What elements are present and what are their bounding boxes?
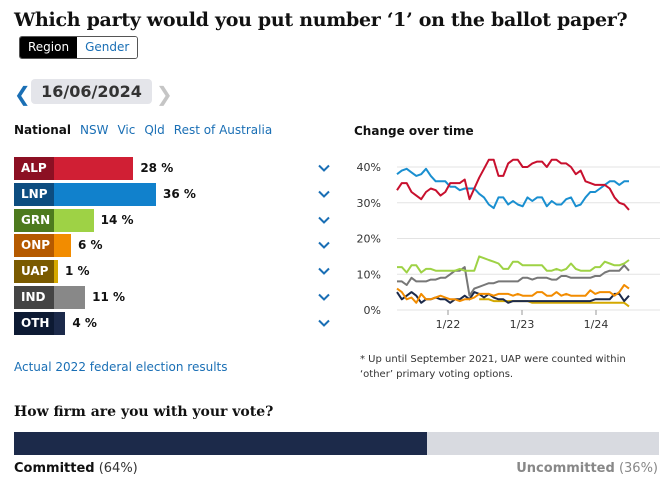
party-bar: [54, 208, 94, 232]
party-value: 11 %: [92, 290, 126, 304]
party-code: GRN: [14, 208, 54, 232]
x-tick-label: 1/22: [436, 318, 461, 331]
series-line-grn: [397, 255, 630, 274]
tab-national[interactable]: National: [14, 123, 71, 137]
party-row-oth[interactable]: OTH 4 %: [14, 311, 334, 335]
party-code: IND: [14, 286, 54, 309]
series-line-alp: [396, 158, 630, 211]
toggle-gender-button[interactable]: Gender: [77, 37, 138, 58]
y-tick-label: 40%: [357, 161, 381, 174]
chevron-down-icon[interactable]: [317, 213, 331, 227]
party-row-ind[interactable]: IND 11 %: [14, 286, 334, 309]
party-value: 14 %: [100, 212, 134, 227]
tab-qld[interactable]: Qld: [144, 123, 165, 137]
y-tick-label: 20%: [357, 233, 381, 246]
party-value: 28 %: [140, 161, 174, 175]
party-code: UAP: [14, 260, 54, 284]
uncommitted-label: Uncommitted (36%): [516, 461, 658, 476]
party-row-onp[interactable]: ONP 6 %: [14, 234, 334, 258]
tab-rest-of-australia[interactable]: Rest of Australia: [173, 123, 273, 137]
chevron-down-icon[interactable]: [317, 264, 331, 278]
date-display: 16/06/2024: [31, 79, 152, 104]
y-tick-label: 30%: [357, 197, 381, 210]
series-line-onp: [396, 284, 630, 304]
chevron-left-icon[interactable]: ❮: [14, 82, 31, 106]
firmness-bar-fill: [14, 432, 427, 455]
chevron-down-icon[interactable]: [317, 187, 331, 201]
tab-nsw[interactable]: NSW: [80, 123, 109, 137]
party-value: 1 %: [65, 264, 90, 279]
party-bar: [54, 286, 86, 309]
party-bar: [54, 311, 66, 335]
party-bar: [54, 157, 134, 180]
x-tick-label: 1/23: [510, 318, 535, 331]
region-filter-tabs: National NSW Vic Qld Rest of Australia: [14, 123, 281, 137]
firmness-bar-track: [14, 432, 659, 455]
party-bar: [54, 234, 71, 258]
region-gender-toggle: Region Gender: [19, 36, 139, 59]
party-value: 6 %: [78, 238, 103, 253]
chevron-down-icon[interactable]: [317, 161, 331, 175]
party-bar: [54, 182, 156, 206]
uncommitted-pct: (36%): [618, 461, 658, 476]
chart-title: Change over time: [354, 124, 474, 138]
y-tick-label: 0%: [364, 304, 381, 317]
party-row-grn[interactable]: GRN 14 %: [14, 208, 334, 232]
change-over-time-chart: 0% 10% 20% 30% 40% 1/22 1/23 1/24: [357, 158, 660, 331]
series-line-ind: [397, 264, 630, 297]
party-bar: [54, 260, 58, 284]
actual-results-link[interactable]: Actual 2022 federal election results: [14, 360, 228, 374]
party-code: LNP: [14, 182, 54, 206]
party-row-lnp[interactable]: LNP 36 %: [14, 182, 334, 206]
tab-vic[interactable]: Vic: [117, 123, 136, 137]
chevron-down-icon[interactable]: [317, 238, 331, 252]
party-code: OTH: [14, 311, 54, 335]
toggle-region-button[interactable]: Region: [20, 37, 78, 58]
uap-footnote: * Up until September 2021, UAP were coun…: [360, 354, 626, 380]
chevron-down-icon[interactable]: [317, 290, 331, 304]
chevron-down-icon[interactable]: [317, 316, 331, 330]
firmness-title: How firm are you with your vote?: [14, 404, 274, 420]
committed-pct: (64%): [98, 461, 138, 476]
committed-label: Committed (64%): [14, 461, 138, 476]
party-row-alp[interactable]: ALP 28 %: [14, 157, 334, 180]
series-line-lnp: [396, 167, 629, 210]
committed-text: Committed: [14, 461, 95, 476]
uncommitted-text: Uncommitted: [516, 461, 615, 476]
page-title: Which party would you put number ‘1’ on …: [14, 9, 628, 31]
party-value: 4 %: [72, 315, 97, 330]
party-row-uap[interactable]: UAP 1 %: [14, 260, 334, 284]
party-code: ONP: [14, 234, 54, 258]
party-code: ALP: [14, 157, 54, 180]
party-value: 36 %: [163, 186, 196, 201]
x-tick-label: 1/24: [584, 318, 609, 331]
chevron-right-icon[interactable]: ❯: [156, 82, 173, 106]
y-tick-label: 10%: [357, 268, 381, 281]
